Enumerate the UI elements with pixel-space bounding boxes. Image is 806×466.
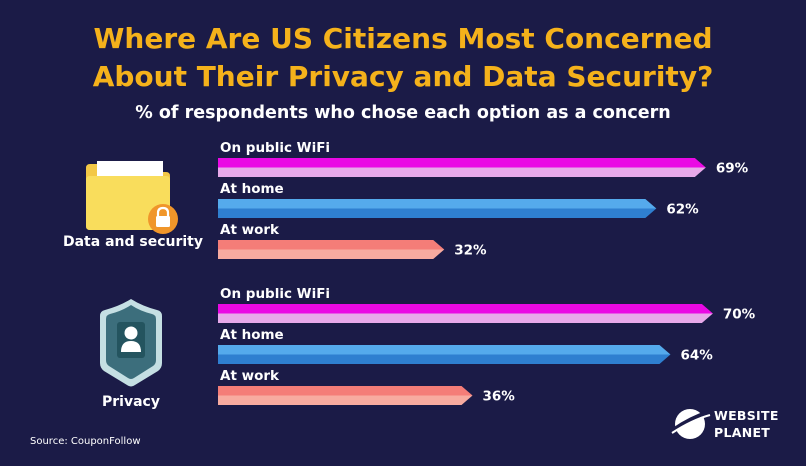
bar-category-label: At home xyxy=(220,181,284,197)
bar-category-label: On public WiFi xyxy=(220,140,330,156)
group-label: Data and security xyxy=(63,234,203,250)
bar-upper xyxy=(218,240,445,250)
bar-upper xyxy=(218,199,657,209)
folder-lock-icon xyxy=(86,161,178,234)
bar-value-label: 70% xyxy=(723,307,756,323)
bar-upper xyxy=(218,304,713,314)
website-planet-logo-icon xyxy=(671,409,711,439)
bar-category-label: At work xyxy=(220,222,280,238)
chart-title-line-1: Where Are US Citizens Most Concerned xyxy=(93,22,713,55)
bar-lower xyxy=(218,249,445,259)
chart-subtitle: % of respondents who chose each option a… xyxy=(135,103,671,123)
bar-lower xyxy=(218,395,473,405)
bar-value-label: 36% xyxy=(483,389,516,405)
bar-lower xyxy=(218,208,657,218)
logo-text-line-1: WEBSITE xyxy=(714,408,779,423)
bar-category-label: At home xyxy=(220,327,284,343)
bar-value-label: 69% xyxy=(716,161,749,177)
bar-category-label: At work xyxy=(220,368,280,384)
source-note: Source: CouponFollow xyxy=(30,436,141,447)
shield-user-icon xyxy=(100,299,162,387)
group-label: Privacy xyxy=(102,394,160,410)
logo-text-line-2: PLANET xyxy=(714,425,771,440)
bar-value-label: 62% xyxy=(666,202,699,218)
bar-upper xyxy=(218,345,671,355)
bar-category-label: On public WiFi xyxy=(220,286,330,302)
bar-lower xyxy=(218,167,706,177)
bar-upper xyxy=(218,158,706,168)
bar-upper xyxy=(218,386,473,396)
bar-value-label: 32% xyxy=(454,243,487,259)
bar-lower xyxy=(218,354,671,364)
chart-title-line-2: About Their Privacy and Data Security? xyxy=(92,60,714,93)
bar-lower xyxy=(218,313,713,323)
bar-value-label: 64% xyxy=(680,348,713,364)
